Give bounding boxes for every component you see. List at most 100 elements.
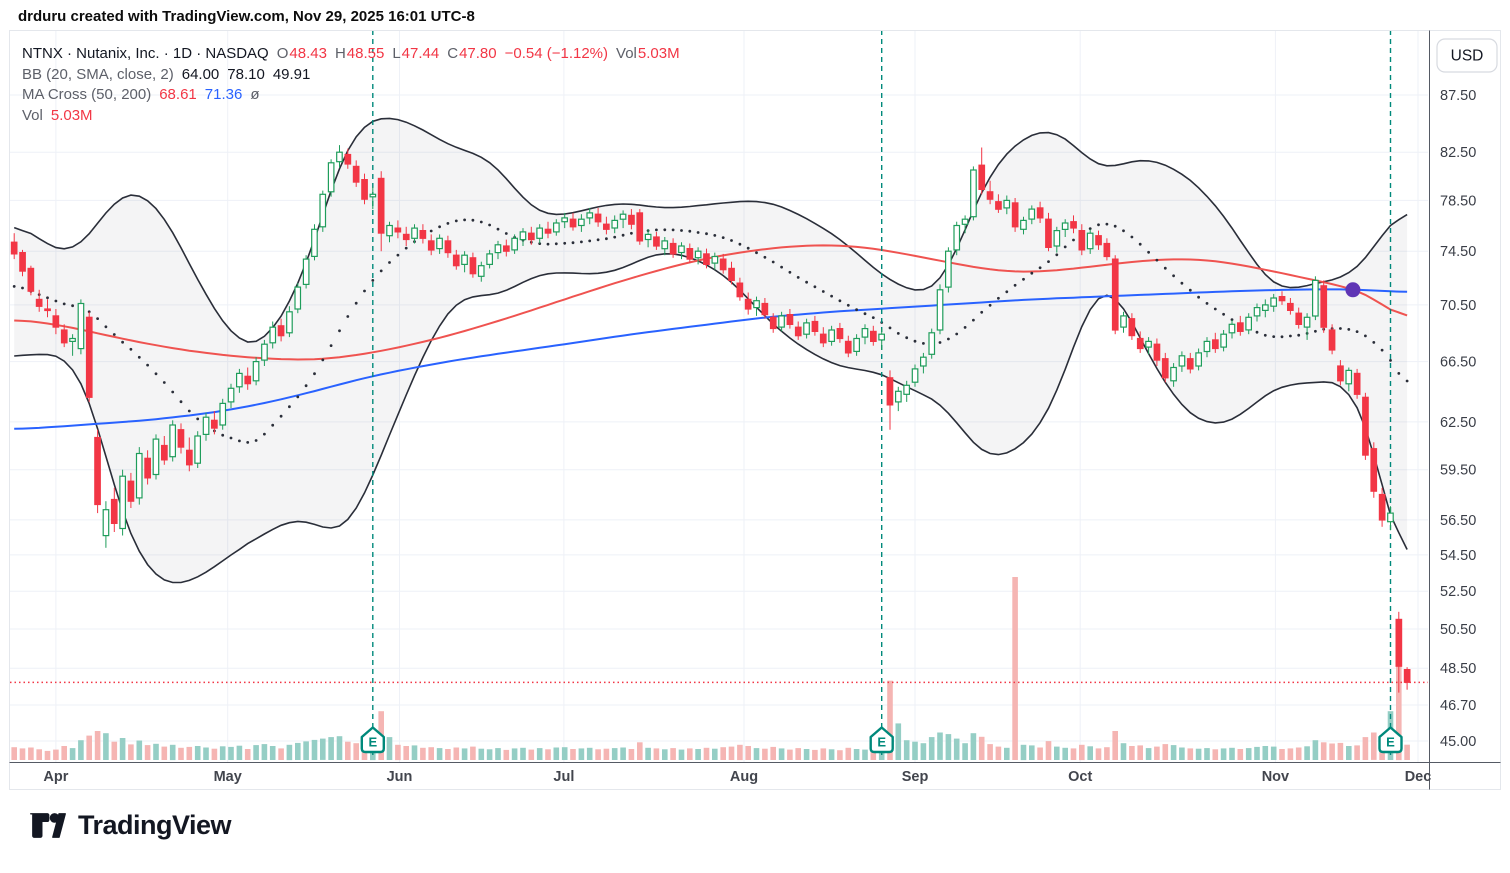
currency-toggle[interactable]: USD: [1436, 38, 1498, 73]
close-value: 47.80: [459, 45, 497, 62]
legend-volume-row[interactable]: Vol 5.03M: [22, 106, 680, 127]
volume-bar: [103, 733, 109, 760]
volume-bar: [620, 747, 626, 760]
candle: [419, 230, 427, 239]
volume-bar: [670, 748, 676, 760]
candle: [1245, 316, 1253, 331]
month-label: Jul: [553, 769, 574, 785]
volume-bar: [478, 748, 485, 760]
volume-bar: [244, 749, 251, 760]
volume-bar: [895, 723, 902, 760]
volume-bar: [987, 744, 993, 760]
candle: [970, 169, 977, 218]
volume-bar: [545, 749, 551, 760]
earnings-badge[interactable]: E: [360, 726, 385, 754]
volume-bar: [144, 745, 151, 760]
volume-bar: [828, 749, 835, 760]
volume-bar: [1104, 747, 1110, 760]
change-value: −0.54 (−1.12%): [504, 45, 609, 62]
volume-bar: [395, 744, 401, 761]
volume-bar: [853, 749, 860, 760]
candle: [686, 248, 694, 260]
candle: [1028, 208, 1036, 220]
candle: [202, 416, 210, 436]
candle: [853, 337, 861, 352]
volume-bar: [36, 749, 42, 760]
candle: [811, 320, 819, 332]
candle: [619, 213, 627, 220]
candle: [352, 165, 360, 183]
cross-marker-symbol: ø: [250, 86, 260, 103]
chart-frame: [9, 30, 1501, 790]
candle: [886, 377, 894, 406]
volume-bar: [1312, 740, 1319, 760]
volume-bar: [211, 748, 218, 760]
candle: [411, 227, 418, 239]
candle: [10, 241, 18, 255]
earnings-badge[interactable]: E: [1378, 726, 1403, 754]
candle: [286, 311, 293, 334]
volume-bar: [653, 748, 660, 760]
candle: [77, 302, 85, 350]
legend-macross-row[interactable]: MA Cross (50, 200) 68.61 71.36 ø: [22, 85, 680, 106]
volume-bar: [1120, 743, 1127, 760]
month-label: Sep: [902, 769, 929, 785]
candle: [477, 265, 485, 277]
candle: [803, 322, 810, 335]
candle: [277, 325, 285, 337]
volume-bar: [1212, 749, 1219, 760]
vol-indicator-value: 5.03M: [50, 106, 93, 124]
price-axis[interactable]: 87.50 82.50 78.50 74.50 70.50 66.50 62.50 59.50…: [1440, 88, 1476, 750]
volume-bar: [945, 734, 952, 760]
candle: [361, 179, 368, 200]
volume-bar: [1179, 747, 1185, 760]
time-axis[interactable]: Apr May Jun Jul Aug Sep Oct Nov Dec: [43, 769, 1431, 785]
grid-layer: [10, 30, 1428, 762]
candle: [719, 258, 727, 271]
price-tick-label: 48.50: [1440, 661, 1476, 677]
month-label: Apr: [43, 769, 68, 785]
candle: [527, 232, 535, 241]
candle: [344, 153, 352, 165]
candle: [903, 384, 911, 395]
volume-bar: [1054, 746, 1060, 760]
candle: [794, 326, 802, 337]
volume-bar: [53, 749, 59, 760]
volume-bar: [1329, 743, 1335, 760]
candle: [1286, 302, 1294, 312]
volume-bar: [912, 741, 918, 760]
candle: [986, 191, 994, 200]
chart-legend: NTNX · Nutanix, Inc. · 1D · NASDAQ O 48.4…: [22, 44, 680, 126]
volume-bar: [1112, 731, 1118, 760]
legend-bb-row[interactable]: BB (20, SMA, close, 2) 64.00 78.10 49.91: [22, 65, 680, 86]
volume-bar: [345, 741, 351, 760]
candle: [1078, 230, 1086, 251]
volume-bar: [1087, 746, 1093, 760]
month-label: Aug: [730, 769, 758, 785]
price-tick-label: 46.70: [1440, 698, 1476, 714]
volume-bar: [903, 740, 910, 760]
candle: [1270, 297, 1278, 307]
candle: [444, 240, 452, 254]
candle: [1278, 296, 1286, 302]
earnings-badge[interactable]: E: [869, 726, 894, 754]
symbol-title: NTNX · Nutanix, Inc. · 1D · NASDAQ: [22, 45, 269, 62]
volume-bar: [353, 743, 359, 760]
volume-bar: [837, 750, 843, 760]
candle: [135, 452, 143, 499]
volume-bar: [119, 738, 126, 760]
volume-bar: [645, 747, 651, 760]
volume-bar: [962, 743, 968, 760]
volume-bar: [336, 736, 343, 760]
volume-bar: [720, 747, 726, 760]
legend-symbol-row[interactable]: NTNX · Nutanix, Inc. · 1D · NASDAQ O 48.4…: [22, 44, 680, 65]
month-label: Nov: [1262, 769, 1289, 785]
volume-bar: [219, 746, 226, 760]
candle: [1253, 307, 1261, 317]
candle: [1128, 318, 1136, 337]
candle: [1053, 230, 1061, 247]
candle: [736, 282, 744, 298]
price-tick-label: 54.50: [1440, 548, 1476, 564]
